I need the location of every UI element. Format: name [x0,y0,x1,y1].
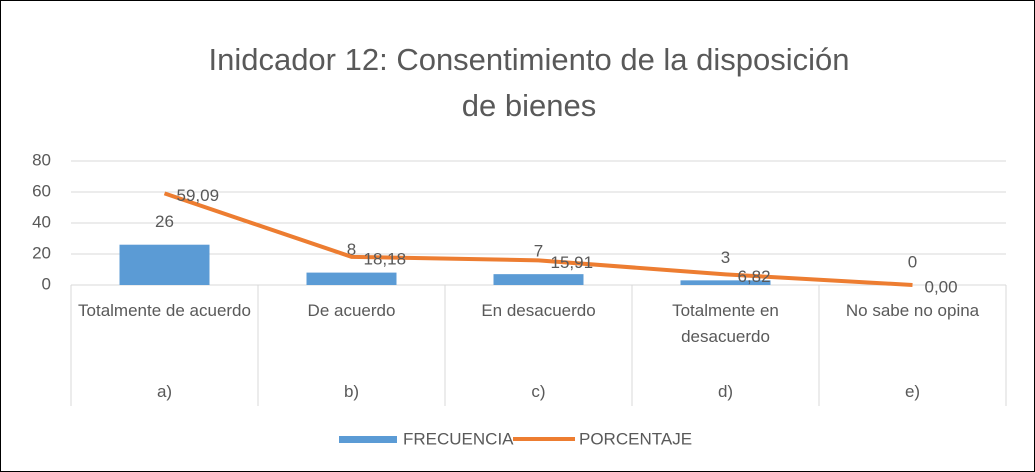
bar [680,280,771,285]
bar-value-label: 8 [347,240,356,259]
bar-value-label: 3 [721,248,730,267]
x-tick-label: En desacuerdo [481,301,596,320]
legend-swatch [339,436,397,443]
x-tick-label: Totalmente de acuerdo [78,301,251,320]
line-value-label: 18,18 [364,249,407,268]
bar-value-label: 0 [908,252,917,271]
line-value-label: 15,91 [551,253,594,272]
x-tick-label: No sabe no opina [845,301,980,320]
x-group-label: c) [531,382,546,401]
bar [306,272,397,285]
y-tick-label: 0 [42,274,51,293]
x-group-label: a) [156,382,173,401]
y-tick-label: 80 [32,150,51,169]
line-value-label: 0,00 [925,277,958,296]
y-tick-label: 40 [32,212,51,231]
y-tick-label: 20 [32,243,51,262]
chart-title: Inidcador 12: Consentimiento de la dispo… [208,42,850,123]
x-group-label: d) [717,382,734,401]
line-value-label: 59,09 [177,186,220,205]
x-group-label: b) [343,382,360,401]
legend-label: FRECUENCIA [403,429,514,448]
bar [493,274,584,285]
x-group-label: e) [904,382,921,401]
bar [119,244,210,285]
bar-value-label: 26 [155,212,174,231]
line [163,191,913,287]
line-value-label: 6,82 [738,267,771,286]
x-tick-label: Totalmente en desacuerdo [672,301,779,346]
legend-label: PORCENTAJE [579,429,692,448]
y-tick-label: 60 [32,181,51,200]
bar-value-label: 7 [534,242,543,261]
x-tick-label: De acuerdo [307,301,396,320]
